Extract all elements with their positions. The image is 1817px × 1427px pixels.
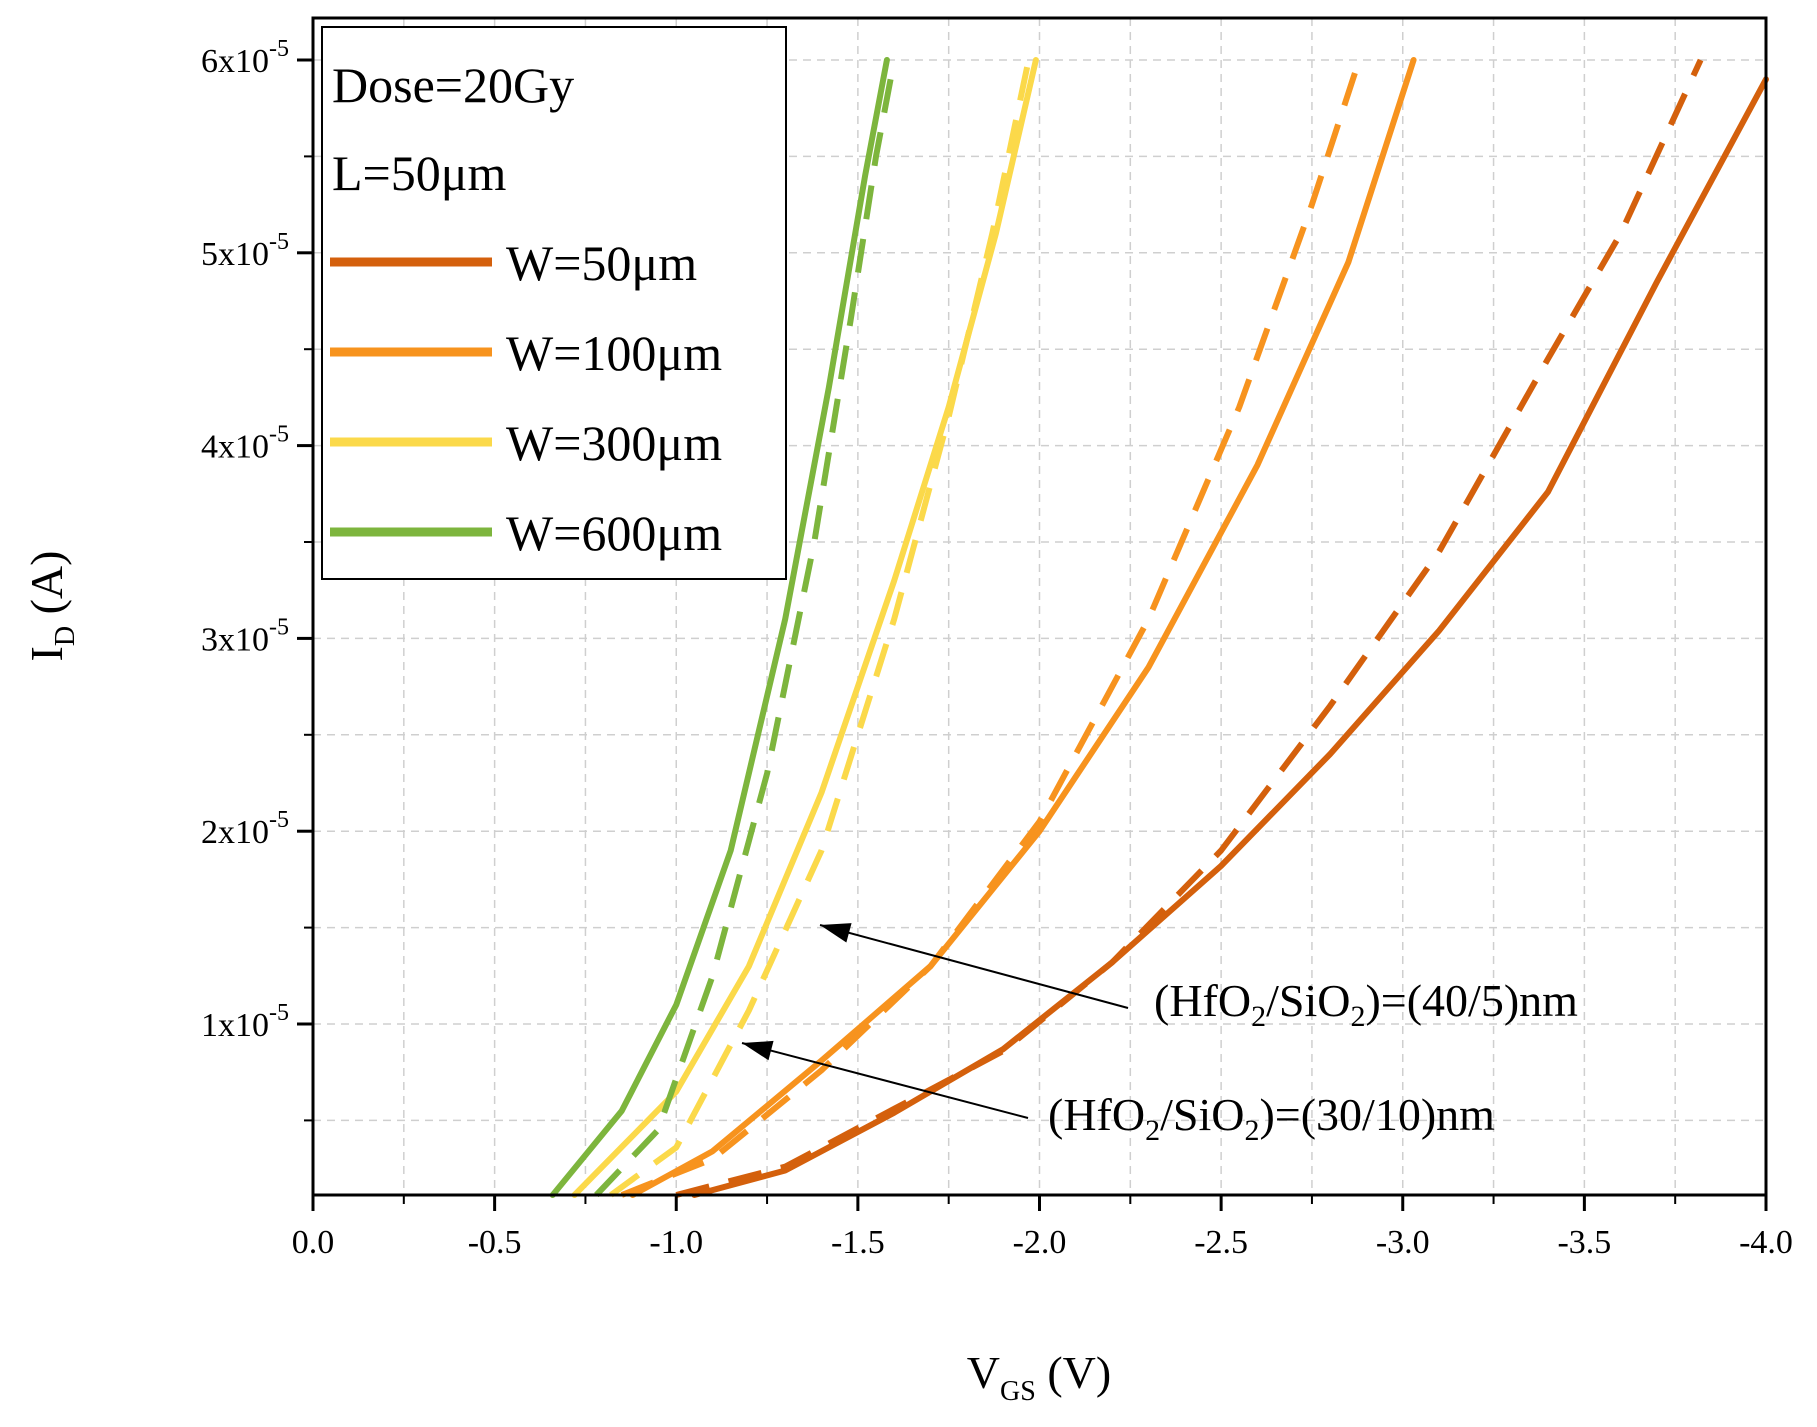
annotations: (HfO2/SiO2)=(40/5)nm (HfO2/SiO2)=(30/10)…: [741, 923, 1578, 1147]
legend-label: W=300μm: [506, 415, 722, 471]
annotation-arrowhead-30-10: [742, 1040, 774, 1061]
legend-entries: W=50μm W=100μm W=300μm W=600μm: [330, 235, 722, 561]
legend: Dose=20Gy L=50μm W=50μm W=100μm W=300μm W=6…: [321, 26, 787, 580]
x-tick-label: -3.0: [1376, 1224, 1430, 1261]
y-axis-ticks: 1x10-5 2x10-5 3x10-5 4x10-5 5x10-5 6x10-5: [201, 36, 313, 1122]
x-tick-label: -0.5: [468, 1224, 522, 1261]
x-tick-label: -2.5: [1194, 1224, 1248, 1261]
legend-dose: Dose=20Gy: [332, 57, 574, 113]
series-line-50um-dashed: [675, 58, 1704, 1198]
x-tick-label: -2.0: [1013, 1224, 1067, 1261]
legend-box: [321, 26, 787, 580]
y-axis-title: ID (A): [21, 551, 81, 662]
series-line-600um-dashed: [594, 59, 898, 1198]
series-layer: [549, 57, 1769, 1198]
annotation-arrowhead-40-5: [820, 923, 852, 943]
x-tick-label: -3.5: [1557, 1224, 1611, 1261]
legend-label: W=600μm: [506, 505, 722, 561]
series-line-600um-solid: [549, 57, 890, 1198]
annotation-arrow-30-10: [741, 1042, 1029, 1119]
series-line-100um-dashed: [620, 59, 1363, 1198]
x-tick-label: -4.0: [1739, 1224, 1793, 1261]
x-tick-label: 0.0: [292, 1224, 335, 1261]
x-tick-label: -1.5: [831, 1224, 885, 1261]
y-tick-label: 3x10-5: [201, 614, 289, 658]
y-tick-label: 4x10-5: [201, 422, 289, 466]
legend-length: L=50μm: [332, 145, 507, 201]
series-line-100um-solid: [629, 57, 1417, 1198]
y-tick-label: 6x10-5: [201, 36, 289, 80]
x-tick-label: -1.0: [649, 1224, 703, 1261]
annotation-arrow-40-5: [819, 924, 1129, 1009]
y-tick-label: 5x10-5: [201, 229, 289, 273]
y-tick-label: 1x10-5: [201, 1000, 289, 1044]
legend-label: W=50μm: [506, 235, 697, 291]
y-tick-label: 2x10-5: [201, 807, 289, 851]
annotation-label-40-5: (HfO2/SiO2)=(40/5)nm: [1154, 975, 1578, 1033]
annotation-label-30-10: (HfO2/SiO2)=(30/10)nm: [1048, 1089, 1495, 1147]
legend-label: W=100μm: [506, 325, 722, 381]
series-line-50um-solid: [691, 76, 1769, 1198]
x-axis-ticks: 0.0 -0.5 -1.0 -1.5 -2.0 -2.5 -3.0 -3.5 -4.0: [292, 1195, 1793, 1261]
series-line-300um-solid: [571, 57, 1039, 1198]
x-axis-title: VGS (V): [967, 1347, 1111, 1407]
